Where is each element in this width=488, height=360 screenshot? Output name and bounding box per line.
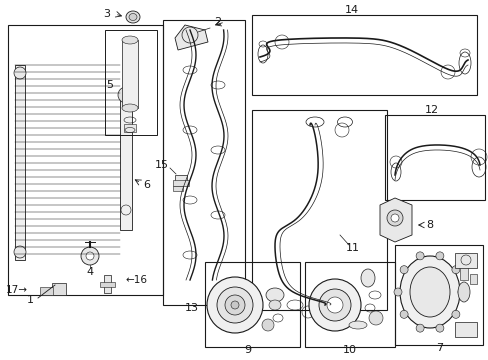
Text: 8: 8 (426, 220, 433, 230)
Bar (120, 95, 132, 230)
Circle shape (393, 288, 401, 296)
Polygon shape (175, 25, 207, 50)
Bar (251, 15, 476, 95)
Text: 14: 14 (344, 5, 358, 15)
Bar (175, 175, 186, 185)
Bar (124, 124, 136, 132)
Circle shape (81, 247, 99, 265)
Circle shape (206, 277, 263, 333)
Text: 15: 15 (155, 160, 169, 170)
Text: 7: 7 (436, 343, 443, 353)
Polygon shape (379, 198, 411, 242)
Text: 12: 12 (424, 105, 438, 115)
Bar (105, 30, 157, 135)
Ellipse shape (268, 300, 281, 310)
Bar (469, 274, 476, 284)
Text: 3: 3 (103, 9, 110, 19)
Ellipse shape (360, 269, 374, 287)
Text: 17→: 17→ (6, 285, 28, 295)
Circle shape (368, 311, 382, 325)
Ellipse shape (126, 11, 140, 23)
Bar (204, 262, 299, 347)
Ellipse shape (457, 282, 469, 302)
Circle shape (224, 295, 244, 315)
Circle shape (435, 252, 443, 260)
Circle shape (14, 246, 26, 258)
Circle shape (318, 289, 350, 321)
Bar (454, 253, 476, 268)
Ellipse shape (122, 36, 138, 44)
Ellipse shape (129, 13, 137, 21)
Ellipse shape (409, 267, 449, 317)
Circle shape (86, 252, 94, 260)
Bar (454, 322, 476, 337)
Circle shape (451, 310, 459, 318)
Circle shape (451, 266, 459, 274)
Circle shape (118, 87, 134, 103)
Ellipse shape (348, 321, 366, 329)
Text: 13: 13 (184, 303, 199, 313)
Circle shape (415, 252, 423, 260)
Bar (173, 186, 183, 191)
Bar (305, 262, 394, 347)
Text: 4: 4 (86, 267, 93, 277)
Bar (15, 65, 25, 260)
Text: 10: 10 (342, 345, 356, 355)
Ellipse shape (122, 104, 138, 112)
Circle shape (399, 266, 407, 274)
Bar (459, 268, 467, 280)
Text: 9: 9 (244, 345, 251, 355)
Text: 5: 5 (106, 80, 113, 90)
Circle shape (326, 297, 342, 313)
Circle shape (399, 310, 407, 318)
Bar (173, 180, 189, 186)
Circle shape (217, 287, 252, 323)
Circle shape (308, 279, 360, 331)
Bar (384, 115, 484, 200)
Circle shape (230, 301, 239, 309)
Bar (163, 20, 244, 305)
Circle shape (262, 319, 273, 331)
Bar (122, 40, 138, 108)
Ellipse shape (265, 288, 284, 302)
Bar (394, 245, 482, 345)
Circle shape (435, 324, 443, 332)
Circle shape (390, 214, 398, 222)
Circle shape (415, 324, 423, 332)
Text: 1: 1 (26, 295, 34, 305)
Bar (52, 283, 66, 295)
Text: 11: 11 (346, 243, 359, 253)
Text: 6: 6 (143, 180, 150, 190)
Text: ←16: ←16 (125, 275, 147, 285)
Ellipse shape (399, 256, 459, 328)
Circle shape (14, 67, 26, 79)
Bar (8, 25, 163, 295)
Bar (251, 110, 386, 310)
Circle shape (457, 288, 465, 296)
Bar (104, 275, 111, 293)
Bar (100, 282, 115, 287)
Text: 2: 2 (214, 17, 221, 27)
Bar (40, 287, 53, 295)
Circle shape (386, 210, 402, 226)
